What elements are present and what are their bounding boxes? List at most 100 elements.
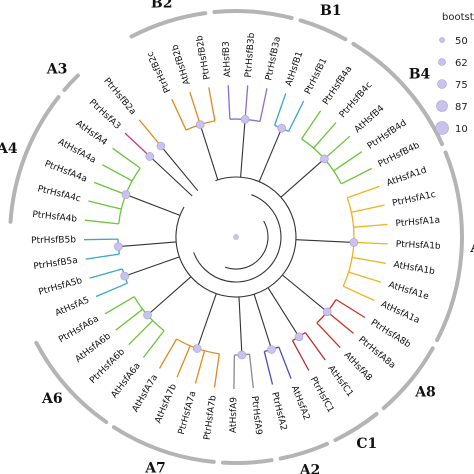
- bootstrap-node: [277, 123, 287, 133]
- bootstrap-node: [320, 154, 329, 164]
- leaf-label: AtHsfB4: [353, 104, 387, 136]
- leaf-label: AtHsfB2b: [170, 43, 192, 86]
- leaf-label: PtrHsfB4b: [377, 141, 422, 170]
- leaf-label: PtrHsfA1c: [391, 190, 436, 209]
- leaf-label: AtHsfA4: [74, 119, 109, 148]
- leaf-branch: [194, 350, 206, 384]
- backbone-branch: [253, 294, 273, 350]
- leaf-branch: [273, 93, 287, 126]
- leaf-branch: [85, 253, 120, 260]
- leaf-branch: [244, 85, 249, 120]
- leaf-label: PtrHsfC1: [308, 375, 336, 414]
- leaf-label: AtHsfA1b: [393, 260, 436, 277]
- leaf-branch: [347, 185, 380, 199]
- group-label: C1: [356, 436, 377, 452]
- leaf-label: PtrHsfB1: [303, 57, 329, 97]
- legend-label: 87: [455, 102, 468, 113]
- bootstrap-node: [322, 307, 332, 317]
- leaf-branch: [342, 285, 375, 301]
- leaf-label: AtHsfB1: [284, 50, 305, 87]
- group-arc: [212, 8, 294, 20]
- leaf-branch: [233, 354, 236, 390]
- backbone-arc: [193, 194, 282, 283]
- leaf-label: AtHsfC1: [325, 364, 354, 399]
- backbone-branch: [149, 155, 193, 197]
- leaf-branch: [176, 345, 191, 378]
- leaf-branch: [323, 135, 351, 160]
- legend-label: 62: [455, 58, 468, 69]
- bootstrap-node: [120, 271, 129, 281]
- group-label: A7: [144, 460, 166, 474]
- backbone-branch: [238, 296, 243, 355]
- group-label: A6: [41, 391, 63, 407]
- backbone-branch: [124, 256, 180, 277]
- group-arc: [435, 150, 464, 343]
- leaf-branch: [89, 268, 123, 279]
- backbone-branch: [147, 276, 192, 316]
- bootstrap-node: [349, 238, 359, 247]
- group-label: B2: [151, 0, 173, 12]
- leaf-branch: [278, 346, 292, 379]
- leaf-label: PtrHsfA4a: [43, 159, 88, 184]
- group-label: A1: [469, 240, 474, 256]
- leaf-branch: [353, 223, 388, 228]
- bootstrap-node: [121, 190, 131, 199]
- leaf-branch: [84, 219, 119, 225]
- leaf-label: PtrHsfA9: [249, 395, 263, 435]
- leaf-branch: [208, 87, 216, 122]
- leaf-label: AtHsfA1a: [379, 300, 421, 326]
- leaf-branch: [259, 88, 268, 122]
- leaf-label: PtrHsfA4b: [32, 210, 78, 225]
- leaf-label: AtHsfA2: [289, 384, 311, 421]
- leaf-label: AtHsfA7a: [131, 373, 161, 414]
- leaf-branch: [158, 338, 178, 369]
- leaf-branch: [101, 164, 133, 182]
- bootstrap-node: [192, 344, 202, 353]
- leaf-label: PtrHsfB3a: [264, 36, 283, 82]
- leaf-branch: [93, 181, 127, 196]
- leaf-branch: [112, 147, 141, 169]
- leaf-branch: [353, 241, 388, 245]
- legend-label: 75: [455, 80, 468, 91]
- bootstrap-legend: bootst 50 62 75 87 10: [435, 12, 474, 135]
- leaf-label: PtrHsfB2b: [195, 34, 213, 80]
- legend-swatch: [436, 100, 448, 112]
- leaf-branch: [189, 92, 201, 125]
- leaf-branch: [115, 308, 144, 331]
- group-arc: [381, 346, 435, 411]
- leaf-branch: [83, 238, 119, 241]
- leaf-branch: [348, 271, 382, 283]
- leaf-label: PtrHsfA1b: [396, 240, 442, 252]
- leaf-branch: [326, 311, 354, 334]
- group-arc: [351, 41, 444, 146]
- backbone-branch: [267, 287, 300, 338]
- group-arcs: [8, 8, 464, 465]
- legend-label: 50: [455, 36, 468, 47]
- backbone-branch: [240, 119, 246, 178]
- group-label: B4: [409, 67, 431, 83]
- backbone-branch: [196, 293, 217, 349]
- leaf-branch: [291, 340, 310, 371]
- leaf-branch: [248, 354, 254, 389]
- legend-title: bootst: [442, 12, 474, 23]
- bootstrap-node: [145, 152, 155, 161]
- backbone-branch: [125, 194, 181, 216]
- leaf-branch: [124, 132, 151, 157]
- group-arc: [34, 340, 109, 424]
- group-label: A2: [299, 463, 321, 474]
- leaf-branch: [142, 330, 165, 358]
- group-arc: [221, 458, 274, 465]
- group-arc: [129, 11, 208, 39]
- leaf-branch: [301, 110, 322, 140]
- leaf-branch: [351, 204, 385, 213]
- leaf-branch: [288, 100, 305, 132]
- leaf-branch: [104, 296, 135, 315]
- group-arc: [298, 18, 348, 42]
- tree-backbone: [118, 119, 354, 355]
- leaf-label: PtrHsfB5a: [33, 256, 79, 272]
- bootstrap-node: [240, 115, 250, 124]
- backbone-branch: [258, 127, 283, 182]
- legend-label: 10: [455, 124, 468, 135]
